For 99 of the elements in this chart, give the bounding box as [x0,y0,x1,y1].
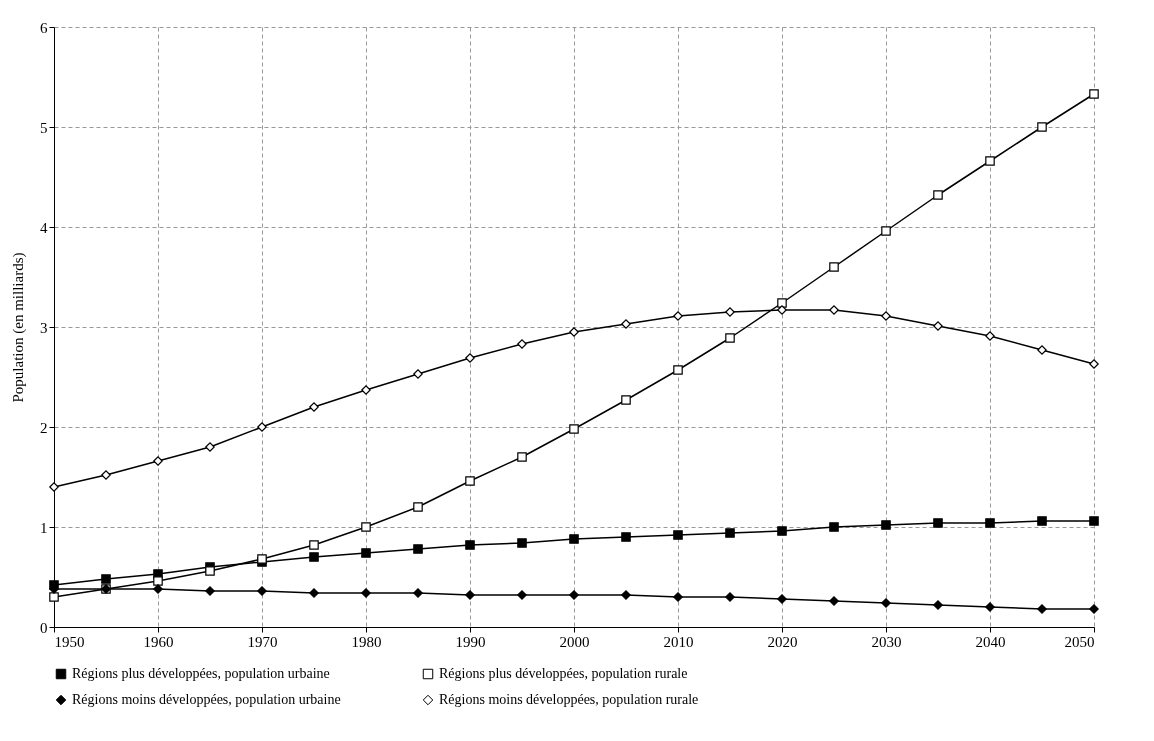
y-tick-label: 4 [40,219,48,236]
point [829,522,839,532]
point [257,422,267,432]
point [933,600,943,610]
point [465,540,475,550]
point [517,339,527,349]
point [985,602,995,612]
point [205,566,215,576]
point [881,311,891,321]
point [361,385,371,395]
y-tick-label: 0 [40,619,48,636]
point [985,331,995,341]
point [985,156,995,166]
point [465,590,475,600]
point [777,526,787,536]
point [309,402,319,412]
point [101,470,111,480]
point [777,594,787,604]
point [621,319,631,329]
point [621,395,631,405]
x-tick-label: 1990 [455,633,486,650]
point [1089,604,1099,614]
point [777,305,787,315]
point [933,321,943,331]
point [881,598,891,608]
point [829,305,839,315]
point [517,590,527,600]
point [1037,516,1047,526]
point [49,592,59,602]
point [1037,604,1047,614]
point [829,262,839,272]
point [101,574,111,584]
point [725,333,735,343]
point [1089,359,1099,369]
x-tick-label: 2000 [559,633,590,650]
x-tick-label: 2020 [767,633,798,650]
point [933,518,943,528]
point [153,584,163,594]
y-tick-label: 1 [40,519,48,536]
point [517,538,527,548]
point [933,190,943,200]
point [205,586,215,596]
point [673,311,683,321]
point [205,442,215,452]
x-tick-label: 2040 [975,633,1006,650]
point [361,522,371,532]
point [257,586,267,596]
point [621,590,631,600]
point [673,592,683,602]
point [569,534,579,544]
point [985,518,995,528]
point [49,482,59,492]
x-tick-label: 2030 [871,633,902,650]
x-tick-label: 2050 [1064,633,1095,650]
point [881,520,891,530]
legend-label: Régions moins développées, population urbaine [72,692,341,707]
point [569,590,579,600]
point [569,327,579,337]
point [829,596,839,606]
point [1037,122,1047,132]
point [153,456,163,466]
point [1089,89,1099,99]
point [413,502,423,512]
point [465,353,475,363]
legend-label: Régions moins développées, population rurale [439,692,699,707]
point [673,530,683,540]
point [725,528,735,538]
y-tick-label: 2 [40,419,48,436]
point [1037,345,1047,355]
point [309,540,319,550]
point [621,532,631,542]
point [777,298,787,308]
point [361,548,371,558]
legend-label: Régions plus développées, population rurale [439,666,688,681]
point [413,369,423,379]
y-tick-label: 6 [40,19,48,36]
point [1089,516,1099,526]
point [725,307,735,317]
point [465,476,475,486]
point [309,552,319,562]
y-tick-label: 3 [40,319,48,336]
point [361,588,371,598]
point [881,226,891,236]
point [153,576,163,586]
point [517,452,527,462]
point [673,365,683,375]
legend-label: Régions plus développées, population urbaine [72,666,330,681]
point [413,544,423,554]
point [309,588,319,598]
point [413,588,423,598]
y-tick-label: 5 [40,119,48,136]
x-tick-label: 1960 [143,633,174,650]
x-tick-label: 1950 [54,633,85,650]
x-tick-label: 1980 [351,633,382,650]
x-tick-label: 2010 [663,633,694,650]
x-tick-label: 1970 [247,633,278,650]
point [725,592,735,602]
y-axis-title: Population (en milliards) [10,252,27,403]
point [569,424,579,434]
